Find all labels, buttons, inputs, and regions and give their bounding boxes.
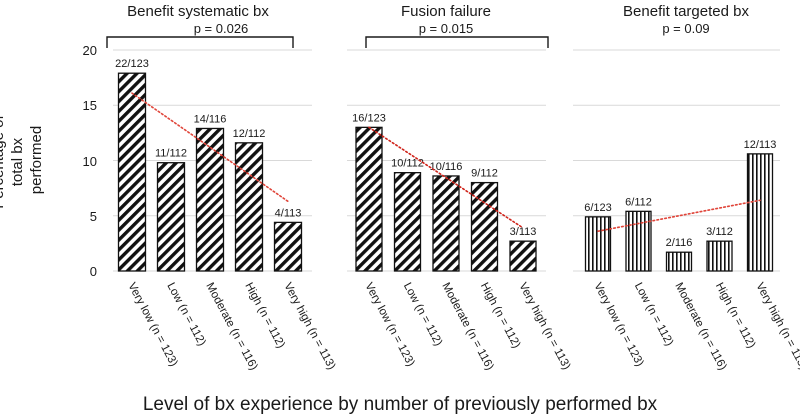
y-tick-label: 15 <box>83 98 97 113</box>
bar <box>665 251 693 272</box>
category-label: High (n = 112) <box>713 281 758 351</box>
bar <box>625 210 652 272</box>
panel-title: Benefit targeted bx <box>623 3 749 20</box>
bar <box>393 172 422 272</box>
data-label: 12/112 <box>233 128 266 140</box>
panel-p-value: p = 0.09 <box>662 21 709 36</box>
category-label: Very high (n = 113) <box>281 281 337 372</box>
data-label: 14/116 <box>194 113 227 125</box>
data-label: 22/123 <box>115 58 149 70</box>
bar <box>355 126 383 272</box>
panel-p-value: p = 0.026 <box>194 21 249 36</box>
bar <box>273 221 303 272</box>
bar <box>234 142 264 272</box>
y-axis-title: Percentage of total bx performed <box>0 111 45 209</box>
panel-title: Fusion failure <box>401 3 491 20</box>
data-label: 2/116 <box>666 237 693 249</box>
category-label: Very high (n = 113) <box>516 281 572 372</box>
data-label: 6/112 <box>625 196 652 208</box>
bar <box>195 127 225 272</box>
significance-bracket <box>106 36 294 48</box>
data-label: 12/113 <box>744 139 777 151</box>
data-label: 6/123 <box>584 202 612 214</box>
x-axis-title: Level of bx experience by number of prev… <box>142 394 658 415</box>
y-axis-title-line3: performed <box>28 126 45 194</box>
category-label: High (n = 112) <box>478 281 523 351</box>
data-label: 3/113 <box>510 226 537 238</box>
data-label: 3/112 <box>706 226 733 238</box>
category-label: High (n = 112) <box>242 281 287 351</box>
panel-title: Benefit systematic bx <box>127 3 269 20</box>
category-label: Low (n = 112) <box>164 281 207 348</box>
trendline <box>368 126 524 229</box>
data-label: 10/116 <box>430 161 463 173</box>
category-label: Low (n = 112) <box>632 281 675 348</box>
category-label: Very high (n = 113) <box>753 281 800 372</box>
data-label: 4/113 <box>275 207 302 219</box>
significance-bracket <box>365 36 549 48</box>
bar <box>117 72 147 272</box>
data-label: 16/123 <box>352 112 386 124</box>
trendline <box>131 92 289 203</box>
data-label: 11/112 <box>155 148 187 160</box>
y-tick-label: 20 <box>83 43 97 58</box>
bar <box>706 240 733 272</box>
category-label: Low (n = 112) <box>401 281 444 348</box>
bar <box>746 153 774 272</box>
y-tick-label: 5 <box>90 209 97 224</box>
panel-benefit-systematic: Benefit systematic bx p = 0.026 22/123Ve… <box>106 3 337 372</box>
y-axis-title-line1: Percentage of <box>0 115 7 209</box>
data-label: 10/112 <box>391 158 424 170</box>
bar <box>509 240 537 272</box>
y-axis-title-line2: total bx <box>9 137 26 186</box>
bar <box>432 175 460 272</box>
y-tick-label: 10 <box>83 154 97 169</box>
trendline <box>597 199 761 233</box>
bar <box>584 216 612 272</box>
bar <box>470 181 499 272</box>
panel-p-value: p = 0.015 <box>419 21 474 36</box>
y-tick-label: 0 <box>90 264 97 279</box>
y-axis: 0 5 10 15 20 <box>83 43 97 279</box>
bar <box>156 162 186 272</box>
data-label: 9/112 <box>471 168 498 180</box>
